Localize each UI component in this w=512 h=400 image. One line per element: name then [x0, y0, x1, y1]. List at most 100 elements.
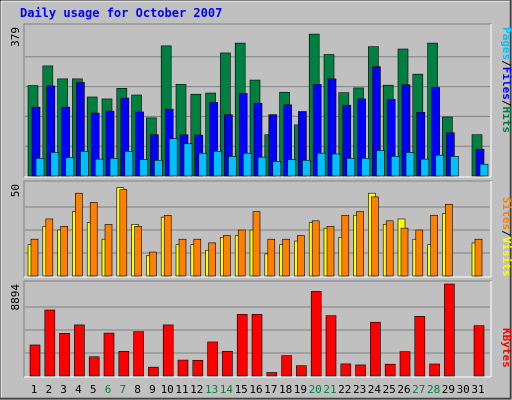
- panel2-side-label: Sites/Visits: [500, 197, 512, 277]
- side-label-sep2: /: [500, 100, 512, 107]
- bar-pages-day-31: [479, 163, 489, 177]
- panel3-side-label: KBytes: [500, 328, 512, 368]
- bar-sites-day-25: [385, 220, 394, 277]
- bar-pages-day-8: [139, 159, 148, 177]
- bar-pages-day-13: [213, 150, 222, 177]
- bar-sites-day-29: [445, 203, 453, 277]
- bar-pages-day-21: [331, 153, 341, 177]
- bar-sites-day-4: [75, 192, 83, 277]
- bar-pages-day-9: [154, 159, 163, 177]
- x-tick-label-day-16: 16: [249, 383, 262, 396]
- bar-sites-day-24: [371, 196, 379, 277]
- x-tick-label-day-29: 29: [442, 383, 455, 396]
- x-tick-label-day-6: 6: [105, 383, 112, 396]
- bar-pages-day-19: [302, 159, 311, 177]
- bar-kbytes-day-23: [355, 364, 366, 377]
- bar-sites-day-27: [415, 229, 424, 277]
- bar-kbytes-day-13: [207, 341, 218, 377]
- x-tick-label-day-15: 15: [235, 383, 248, 396]
- bar-kbytes-day-29: [444, 283, 455, 377]
- x-axis-labels: 1 2 3 4 5 6 7 8 9 10 11 12 13 14 15 16 17 18 19 20 21 22 23 24 2…: [31, 383, 485, 396]
- bar-pages-day-2: [50, 152, 60, 177]
- x-tick-label-day-12: 12: [190, 383, 203, 396]
- bar-pages-day-25: [390, 156, 400, 177]
- bar-kbytes-day-3: [59, 332, 70, 377]
- bar-kbytes-day-22: [340, 363, 352, 377]
- bar-sites-day-8: [134, 226, 142, 277]
- bar-kbytes-day-31: [473, 325, 485, 377]
- x-tick-label-day-22: 22: [338, 383, 351, 396]
- bar-kbytes-day-25: [384, 363, 396, 377]
- bar-pages-day-27: [420, 158, 430, 177]
- panel2-max-label: 50: [9, 184, 22, 197]
- bar-kbytes-day-18: [281, 355, 292, 377]
- bar-kbytes-day-27: [414, 316, 426, 377]
- bar-sites-day-10: [163, 214, 172, 277]
- x-tick-label-day-30: 30: [457, 383, 470, 396]
- bar-sites-day-19: [297, 235, 305, 277]
- bar-sites-day-14: [223, 235, 231, 277]
- bar-sites-day-3: [60, 226, 68, 277]
- x-tick-label-day-23: 23: [353, 383, 366, 396]
- bar-pages-day-20: [316, 152, 326, 177]
- bar-pages-day-24: [376, 150, 385, 177]
- bar-pages-day-15: [242, 152, 252, 177]
- bar-pages-day-29: [450, 156, 459, 177]
- side-label-kbytes: KBytes: [500, 328, 512, 368]
- bar-pages-day-1: [35, 158, 45, 177]
- bar-kbytes-day-6: [103, 332, 115, 377]
- bar-sites-day-5: [89, 202, 98, 277]
- x-tick-label-day-25: 25: [383, 383, 396, 396]
- bar-kbytes-day-2: [44, 309, 56, 377]
- side-label-sites: Sites: [500, 197, 512, 230]
- bar-sites-day-12: [193, 238, 202, 277]
- bar-kbytes-day-12: [192, 359, 204, 377]
- bar-kbytes-day-20: [310, 291, 322, 377]
- bar-kbytes-day-16: [251, 314, 263, 377]
- x-tick-label-day-21: 21: [323, 383, 336, 396]
- x-tick-label-day-31: 31: [471, 383, 484, 396]
- bar-sites-day-28: [430, 214, 438, 277]
- panel1-side-label: Pages/Files/Hits: [500, 27, 512, 133]
- bar-sites-day-9: [149, 251, 157, 277]
- bar-pages-day-11: [183, 143, 193, 177]
- x-tick-label-day-28: 28: [427, 383, 440, 396]
- x-tick-label-day-8: 8: [134, 383, 141, 396]
- bar-pages-day-12: [198, 152, 208, 177]
- bar-sites-day-18: [282, 238, 290, 277]
- chart-title: Daily usage for October 2007: [20, 6, 222, 20]
- x-tick-label-day-9: 9: [149, 383, 156, 396]
- bar-sites-day-6: [104, 224, 113, 277]
- bar-kbytes-day-10: [162, 324, 174, 377]
- panel3-max-label: 8894: [9, 284, 22, 311]
- bar-kbytes-day-14: [222, 350, 233, 377]
- bar-kbytes-day-8: [133, 331, 144, 377]
- bar-pages-day-10: [168, 138, 178, 177]
- bar-pages-day-5: [94, 158, 104, 177]
- x-tick-label-day-7: 7: [119, 383, 126, 396]
- bar-kbytes-day-11: [177, 359, 189, 377]
- bar-sites-day-2: [45, 218, 54, 277]
- x-tick-label-day-3: 3: [60, 383, 67, 396]
- bar-sites-day-7: [119, 189, 128, 277]
- side-label-files: Files: [500, 67, 512, 100]
- bar-kbytes-day-7: [118, 350, 130, 377]
- bar-pages-day-18: [287, 159, 296, 177]
- x-tick-label-day-17: 17: [264, 383, 277, 396]
- side-label-sep1: /: [500, 60, 512, 67]
- bar-sites-day-1: [30, 238, 39, 277]
- x-tick-label-day-13: 13: [205, 383, 218, 396]
- bar-sites-day-17: [267, 238, 276, 277]
- bar-sites-day-15: [237, 229, 246, 277]
- bar-sites-day-22: [341, 214, 350, 277]
- bar-kbytes-day-26: [399, 351, 411, 377]
- bar-sites-day-31: [474, 238, 483, 277]
- x-tick-label-day-5: 5: [90, 383, 97, 396]
- x-tick-label-day-14: 14: [220, 383, 234, 396]
- bar-sites-day-16: [252, 211, 261, 277]
- bars: [27, 33, 489, 377]
- bar-pages-day-22: [346, 158, 356, 177]
- bar-pages-day-17: [272, 161, 282, 177]
- x-tick-label-day-1: 1: [31, 383, 38, 396]
- x-tick-label-day-20: 20: [309, 383, 322, 396]
